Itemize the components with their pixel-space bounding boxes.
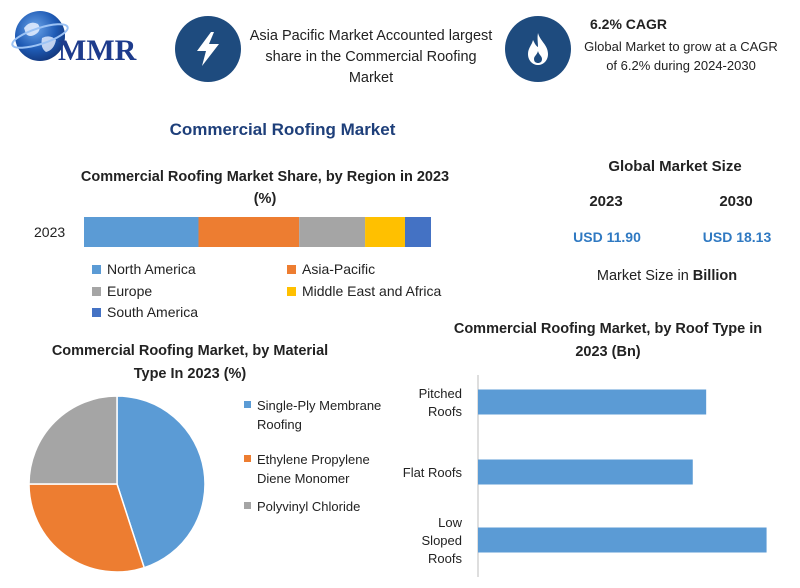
legend-label: Europe <box>107 283 153 299</box>
legend-label: Asia-Pacific <box>302 261 376 277</box>
lightning-icon <box>197 32 219 66</box>
legend-asia-pacific: Asia-Pacific <box>287 261 375 277</box>
pie-legend-single-ply-membrane-roofing: Single-Ply Membrane Roofing <box>244 396 384 434</box>
region-year-label: 2023 <box>34 224 66 240</box>
category-label: Roofs <box>428 404 462 419</box>
category-label: Low <box>438 515 462 530</box>
lightning-badge <box>175 16 241 82</box>
segment-middle-east-and-africa <box>365 217 405 247</box>
market-size-value-2030: USD 18.13 <box>702 229 772 245</box>
flame-badge <box>505 16 571 82</box>
logo-text: MMR <box>58 34 137 67</box>
category-label: Sloped <box>422 533 462 548</box>
legend-label: Polyvinyl Chloride <box>257 499 361 514</box>
legend-middle-east-and-africa: Middle East and Africa <box>287 283 441 299</box>
segment-north-america <box>84 217 199 247</box>
market-size-year-2030: 2030 <box>719 193 753 210</box>
pie-legend-ethylene-propylene-diene-monomer: Ethylene Propylene Diene Monomer <box>244 450 384 488</box>
page-title: Commercial Roofing Market <box>169 120 396 139</box>
mmr-logo <box>11 11 69 61</box>
globe-icon <box>11 11 69 61</box>
bar-low-sloped-roofs <box>478 527 767 553</box>
market-size-value-2023: USD 11.90 <box>573 229 641 245</box>
bar-flat-roofs <box>478 459 693 485</box>
roof-type-title: Commercial Roofing Market, by Roof Type … <box>453 321 763 360</box>
market-size-unit: Market Size in Billion <box>596 268 738 284</box>
legend-label: Ethylene Propylene Diene Monomer <box>257 452 370 486</box>
cagr-note: Global Market to grow at a CAGR of 6.2% … <box>584 39 778 73</box>
category-label: Roofs <box>428 551 462 566</box>
slice-single-ply-membrane-roofing <box>116 395 206 569</box>
pie-legend-polyvinyl-chloride: Polyvinyl Chloride <box>244 497 384 516</box>
category-label: Pitched <box>419 386 462 401</box>
cagr-title: 6.2% CAGR <box>590 16 668 32</box>
legend-swatch <box>92 264 101 274</box>
legend-swatch <box>287 286 296 296</box>
segment-europe <box>299 217 366 247</box>
segment-asia-pacific <box>198 217 300 247</box>
legend-label: Middle East and Africa <box>302 283 442 299</box>
legend-north-america: North America <box>92 261 196 277</box>
flame-icon <box>528 33 548 65</box>
legend-europe: Europe <box>92 283 152 299</box>
asia-pacific-note: Asia Pacific Market Accounted largest sh… <box>249 28 493 86</box>
slice-polyvinyl-chloride <box>28 395 118 485</box>
legend-label: Single-Ply Membrane Roofing <box>257 398 382 432</box>
legend-south-america: South America <box>92 304 198 320</box>
legend-label: South America <box>107 304 199 320</box>
material-pie-title: Commercial Roofing Market, by Material T… <box>51 343 329 382</box>
region-stacked-bar <box>84 217 431 247</box>
category-label: Flat Roofs <box>403 465 463 480</box>
legend-swatch <box>244 502 251 509</box>
legend-label: North America <box>107 261 196 277</box>
legend-swatch <box>287 264 296 274</box>
legend-swatch <box>92 286 101 296</box>
bar-pitched-roofs <box>478 389 707 415</box>
legend-swatch <box>244 455 251 462</box>
material-pie-chart <box>28 395 206 573</box>
legend-swatch <box>244 401 251 408</box>
market-size-year-2023: 2023 <box>589 193 623 210</box>
segment-south-america <box>404 217 431 247</box>
region-share-title: Commercial Roofing Market Share, by Regi… <box>80 169 450 207</box>
market-size-title: Global Market Size <box>608 158 742 175</box>
roof-type-bar-chart: Pitched Roofs Flat Roofs Low Sloped Roofs <box>403 375 767 577</box>
legend-swatch <box>92 307 101 317</box>
slice-ethylene-propylene-diene-monomer <box>28 483 146 573</box>
